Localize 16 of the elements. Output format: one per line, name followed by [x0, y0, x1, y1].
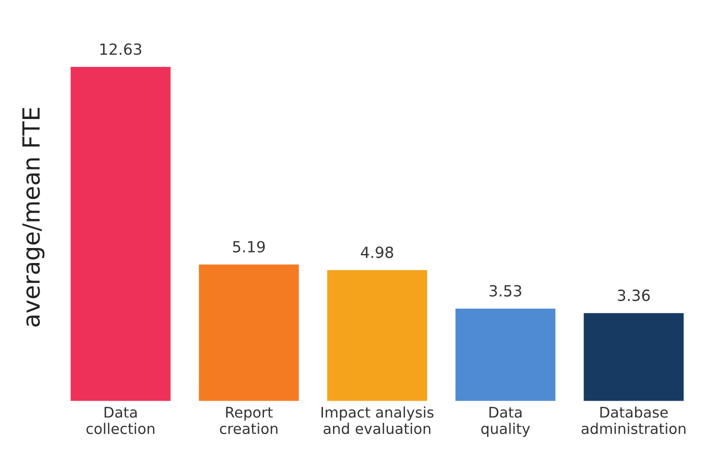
x-tick-label: Data collection: [86, 406, 154, 434]
x-tick-label: Data quality: [481, 406, 530, 437]
data-label: 12.63: [100, 43, 142, 55]
bar: [69, 66, 172, 402]
bar: [454, 307, 557, 402]
x-tick-label: Database administration: [582, 406, 686, 434]
bar: [198, 263, 300, 402]
data-label: 5.19: [233, 240, 265, 253]
data-label: 3.53: [490, 285, 522, 297]
x-tick-label: Impact analysis and evaluation: [322, 406, 434, 434]
bar: [326, 268, 429, 402]
bar: [582, 312, 686, 402]
data-label: 4.98: [360, 246, 394, 258]
data-label: 3.36: [618, 290, 650, 302]
x-tick-label: Report creation: [220, 406, 278, 434]
y-axis-title: average/mean FTE: [22, 108, 44, 327]
